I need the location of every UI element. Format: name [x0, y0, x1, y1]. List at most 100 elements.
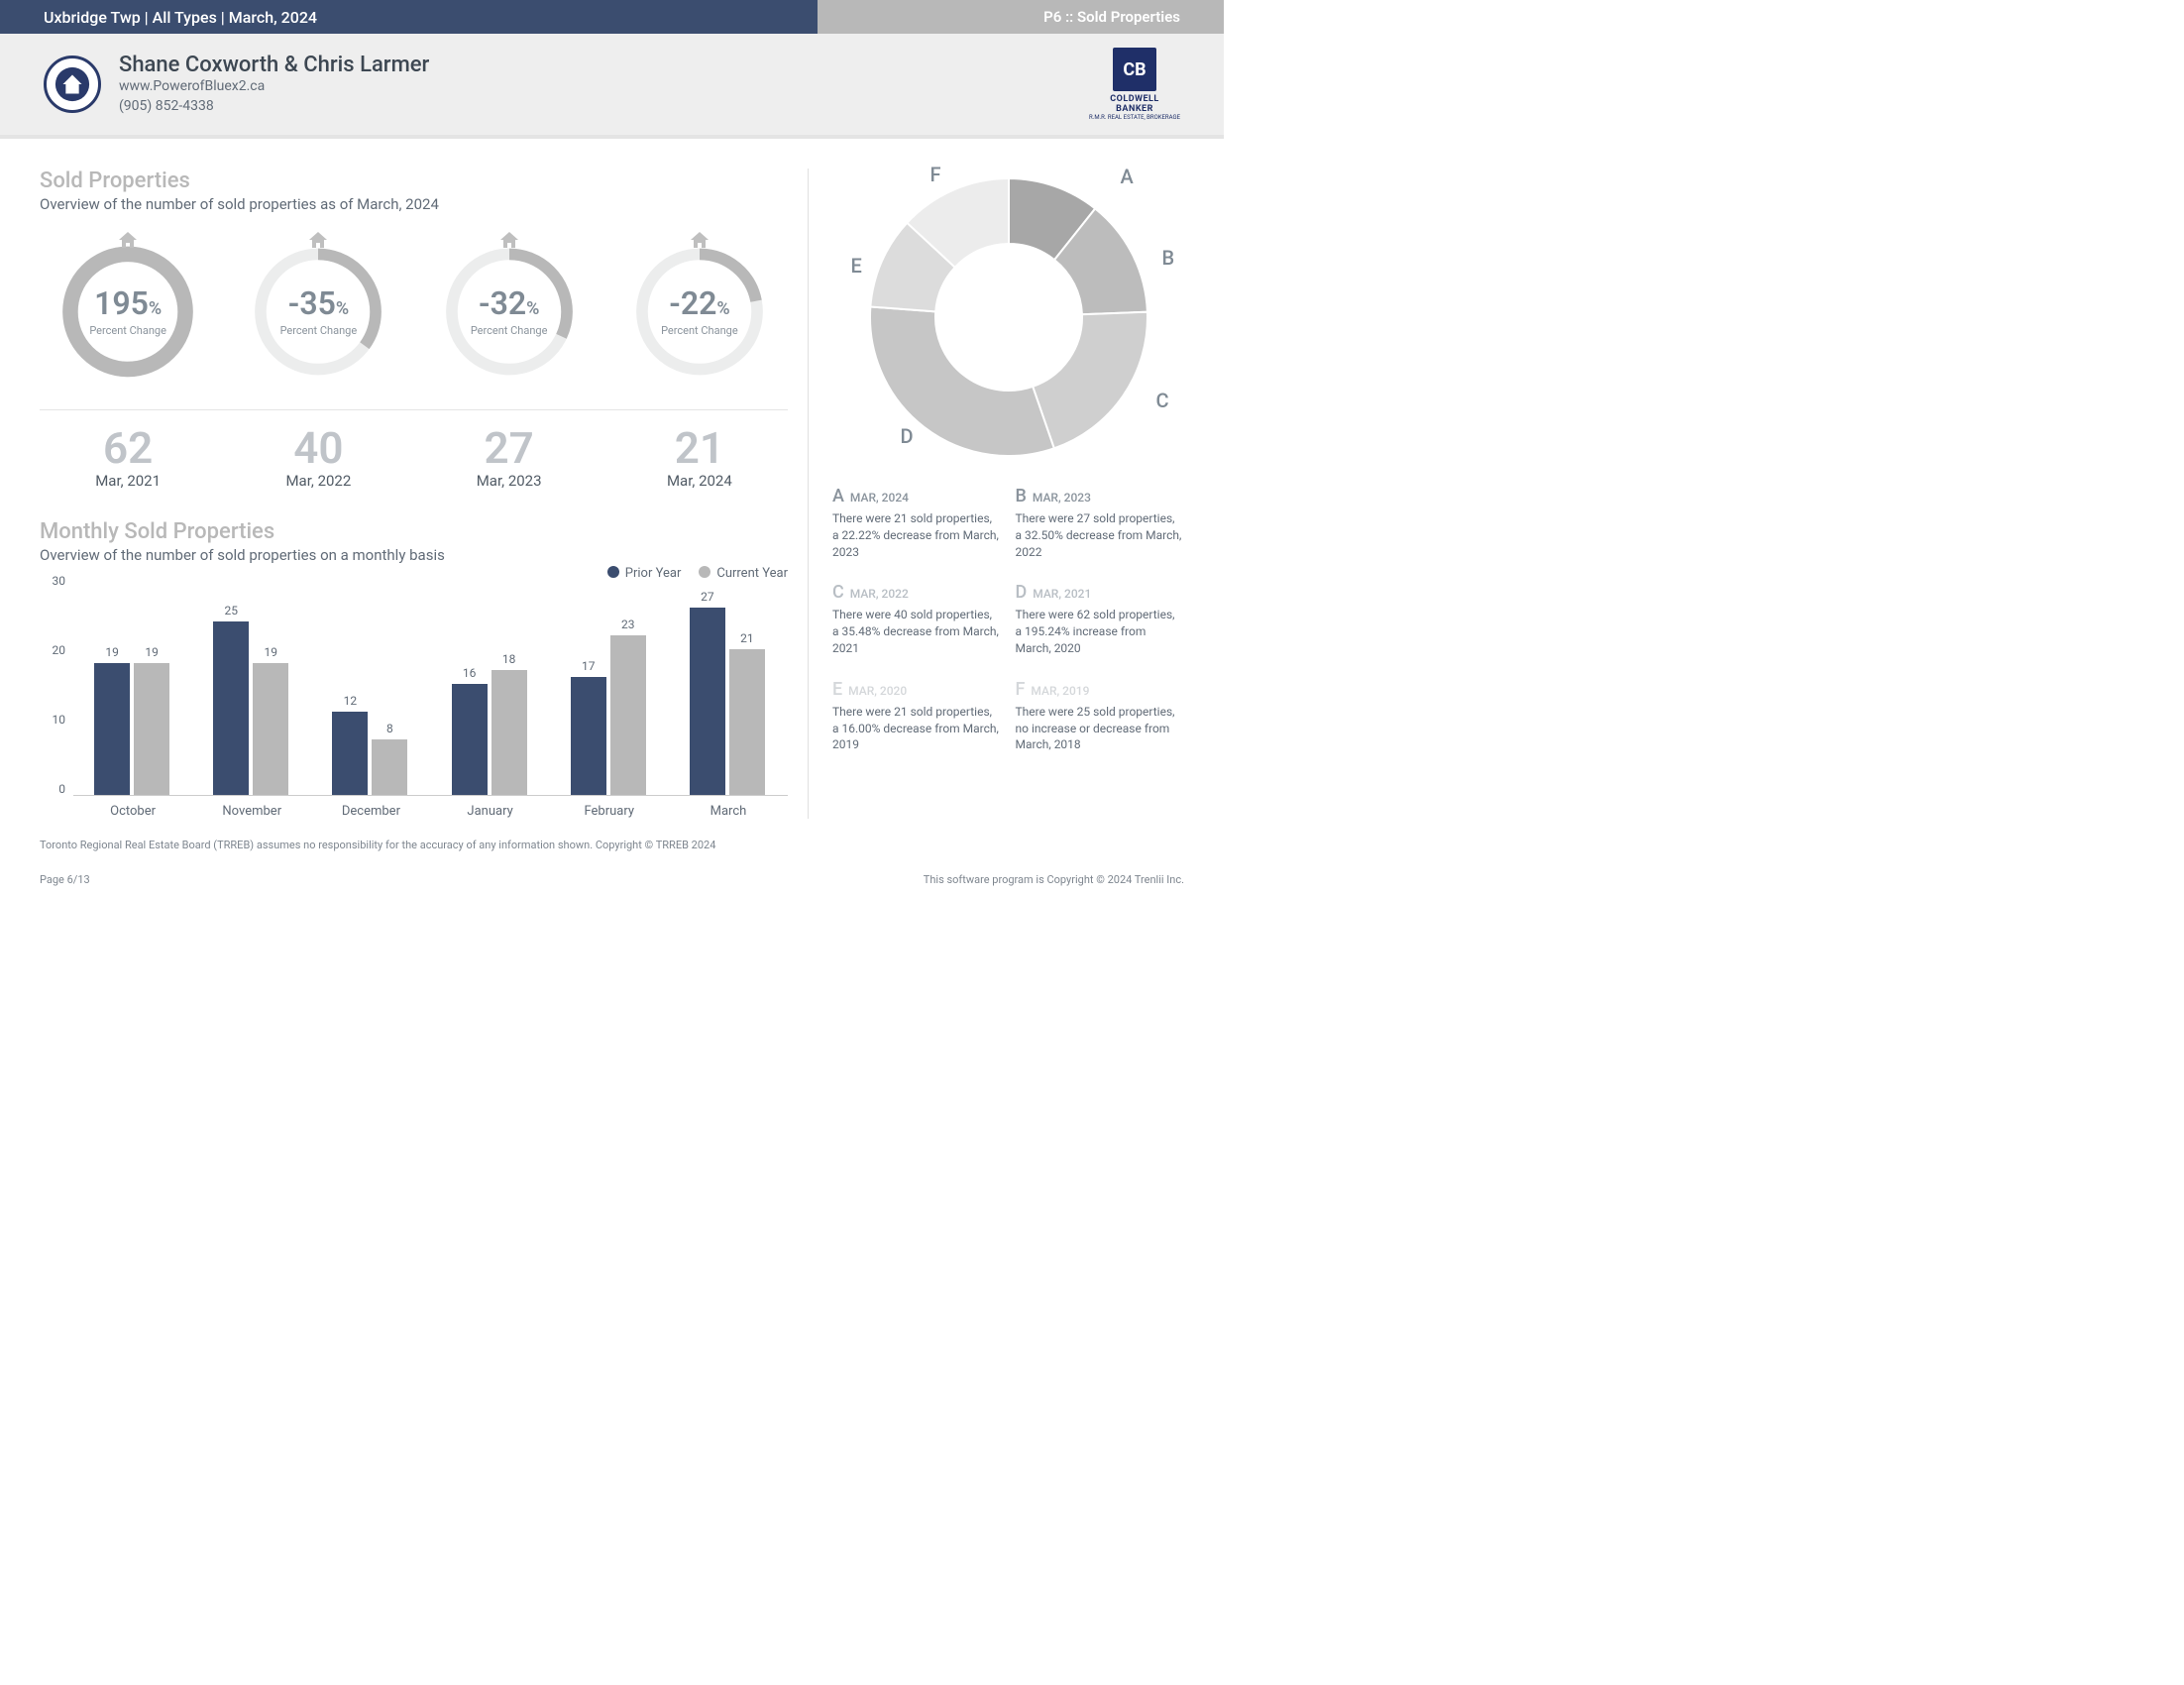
agent-logo [44, 56, 101, 113]
gauge: -32% Percent Change [421, 237, 598, 390]
x-label: January [431, 804, 550, 819]
x-label: October [73, 804, 192, 819]
agent-name: Shane Coxworth & Chris Larmer [119, 53, 429, 77]
agent-header: Shane Coxworth & Chris Larmer www.Powero… [0, 34, 1224, 139]
gauge-label: Percent Change [611, 324, 788, 337]
y-tick: 20 [53, 643, 66, 657]
x-label: November [192, 804, 311, 819]
count-date: Mar, 2022 [230, 472, 406, 490]
monthly-bar-chart: Prior Year Current Year 0102030 19 19 25… [40, 588, 788, 819]
x-label: March [669, 804, 788, 819]
donut-letter-D: D [901, 424, 914, 448]
legend-current: Current Year [699, 566, 788, 581]
brand-line1: COLDWELL [1089, 94, 1180, 104]
segment-desc-B: B MAR, 2023 There were 27 sold propertie… [1016, 486, 1185, 560]
page-indicator: P6 :: Sold Properties [818, 0, 1224, 34]
house-icon [690, 231, 710, 253]
x-label: December [311, 804, 430, 819]
bar-group: 16 18 [452, 670, 529, 795]
gauge-label: Percent Change [421, 324, 598, 337]
monthly-subtitle: Overview of the number of sold propertie… [40, 546, 788, 564]
agent-info: Shane Coxworth & Chris Larmer www.Powero… [119, 53, 429, 116]
brand-badge-icon: CB [1113, 48, 1156, 91]
software-copyright: This software program is Copyright © 202… [924, 873, 1184, 886]
sold-title: Sold Properties [40, 168, 788, 193]
agent-phone: (905) 852-4338 [119, 97, 429, 117]
donut-letter-B: B [1162, 246, 1175, 270]
donut-segment-D [870, 306, 1054, 456]
bar-legend: Prior Year Current Year [607, 566, 788, 581]
gauge-value: -22% [611, 284, 788, 322]
donut-letter-C: C [1156, 389, 1169, 412]
y-tick: 10 [53, 713, 66, 727]
count-cell: 27 Mar, 2023 [421, 426, 598, 490]
count-value: 21 [611, 426, 788, 470]
gauge-value: -32% [421, 284, 598, 322]
segment-desc-E: E MAR, 2020 There were 21 sold propertie… [832, 679, 1002, 753]
bar-prior: 17 [571, 677, 606, 795]
legend-prior: Prior Year [607, 566, 682, 581]
monthly-title: Monthly Sold Properties [40, 519, 788, 544]
gauge-label: Percent Change [40, 324, 216, 337]
gauge-value: -35% [230, 284, 406, 322]
x-axis: OctoberNovemberDecemberJanuaryFebruaryMa… [73, 804, 788, 819]
top-bar: Uxbridge Twp | All Types | March, 2024 P… [0, 0, 1224, 34]
segment-desc-A: A MAR, 2024 There were 21 sold propertie… [832, 486, 1002, 560]
bar-current: 19 [134, 663, 169, 795]
brand-line3: R.M.R. REAL ESTATE, BROKERAGE [1089, 114, 1180, 121]
segment-desc-C: C MAR, 2022 There were 40 sold propertie… [832, 582, 1002, 656]
donut-descriptions: A MAR, 2024 There were 21 sold propertie… [832, 486, 1184, 753]
count-cell: 21 Mar, 2024 [611, 426, 788, 490]
bar-current: 18 [491, 670, 527, 795]
gauge-value: 195% [40, 284, 216, 322]
bar-prior: 19 [94, 663, 130, 795]
bar-prior: 27 [690, 608, 725, 795]
count-cell: 40 Mar, 2022 [230, 426, 406, 490]
year-counts: 62 Mar, 2021 40 Mar, 2022 27 Mar, 2023 2… [40, 426, 788, 490]
house-icon [308, 231, 328, 253]
bar-group: 12 8 [332, 712, 409, 795]
count-date: Mar, 2024 [611, 472, 788, 490]
bar-group: 17 23 [571, 635, 648, 795]
segment-desc-D: D MAR, 2021 There were 62 sold propertie… [1016, 582, 1185, 656]
bar-prior: 16 [452, 684, 488, 795]
disclaimer: Toronto Regional Real Estate Board (TRRE… [40, 839, 1184, 851]
bar-prior: 25 [213, 621, 249, 795]
donut-letter-E: E [851, 254, 862, 278]
donut-letter-A: A [1121, 165, 1134, 188]
count-date: Mar, 2021 [40, 472, 216, 490]
segment-desc-F: F MAR, 2019 There were 25 sold propertie… [1016, 679, 1185, 753]
percent-change-gauges: 195% Percent Change -35% Percent Change … [40, 237, 788, 410]
count-date: Mar, 2023 [421, 472, 598, 490]
x-label: February [550, 804, 669, 819]
y-axis: 0102030 [40, 588, 69, 796]
count-cell: 62 Mar, 2021 [40, 426, 216, 490]
bar-group: 25 19 [213, 621, 290, 795]
donut-letter-F: F [930, 163, 941, 186]
brand-line2: BANKER [1089, 104, 1180, 114]
footer: Toronto Regional Real Estate Board (TRRE… [0, 829, 1224, 910]
count-value: 27 [421, 426, 598, 470]
context-breadcrumb: Uxbridge Twp | All Types | March, 2024 [0, 0, 818, 34]
bar-current: 21 [729, 649, 765, 795]
donut-segment-C [1033, 312, 1147, 449]
donut-chart: A B C D E F [845, 159, 1172, 466]
house-icon [499, 231, 519, 253]
gauge: 195% Percent Change [40, 237, 216, 390]
agent-url: www.PowerofBluex2.ca [119, 77, 429, 97]
gauge: -22% Percent Change [611, 237, 788, 390]
gauge-label: Percent Change [230, 324, 406, 337]
bar-group: 19 19 [94, 663, 171, 795]
y-tick: 0 [58, 782, 65, 796]
bar-group: 27 21 [690, 608, 767, 795]
count-value: 62 [40, 426, 216, 470]
page-number: Page 6/13 [40, 873, 90, 886]
bar-prior: 12 [332, 712, 368, 795]
bar-current: 19 [253, 663, 288, 795]
gauge: -35% Percent Change [230, 237, 406, 390]
house-icon [118, 231, 138, 253]
bar-current: 8 [372, 739, 407, 795]
y-tick: 30 [53, 574, 66, 588]
bar-current: 23 [610, 635, 646, 795]
sold-subtitle: Overview of the number of sold propertie… [40, 195, 788, 213]
